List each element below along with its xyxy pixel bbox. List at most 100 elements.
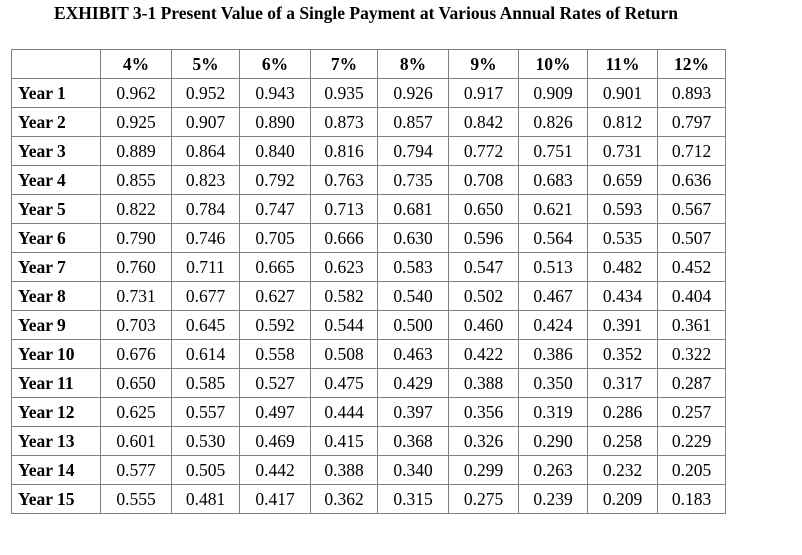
- present-value-cell: 0.621: [518, 194, 588, 224]
- present-value-cell: 0.535: [587, 223, 658, 253]
- present-value-cell: 0.275: [448, 484, 519, 514]
- present-value-cell: 0.601: [100, 426, 172, 456]
- present-value-cell: 0.460: [448, 310, 519, 340]
- present-value-cell: 0.816: [310, 136, 378, 166]
- table-row: Year 6 0.790 0.746 0.705 0.666 0.630 0.596 0.56…: [11, 223, 726, 253]
- present-value-cell: 0.442: [239, 455, 311, 485]
- present-value-cell: 0.502: [448, 281, 519, 311]
- present-value-table: 4% 5% 6% 7% 8% 9% 10% 11% 12% Year 1 0.962 0.952 0.…: [11, 49, 726, 514]
- year-label: Year 8: [11, 281, 101, 311]
- year-label: Year 5: [11, 194, 101, 224]
- table-row: Year 2 0.925 0.907 0.890 0.873 0.857 0.842 0.82…: [11, 107, 726, 137]
- table-row: Year 4 0.855 0.823 0.792 0.763 0.735 0.708 0.68…: [11, 165, 726, 195]
- corner-cell: [11, 49, 101, 79]
- present-value-cell: 0.708: [448, 165, 519, 195]
- rate-column-header: 9%: [448, 49, 519, 79]
- present-value-cell: 0.322: [657, 339, 726, 369]
- present-value-cell: 0.794: [377, 136, 449, 166]
- table-row: Year 13 0.601 0.530 0.469 0.415 0.368 0.326 0.2…: [11, 426, 726, 456]
- present-value-cell: 0.317: [587, 368, 658, 398]
- rate-column-header: 5%: [171, 49, 240, 79]
- present-value-cell: 0.935: [310, 78, 378, 108]
- present-value-cell: 0.229: [657, 426, 726, 456]
- present-value-cell: 0.596: [448, 223, 519, 253]
- present-value-cell: 0.352: [587, 339, 658, 369]
- present-value-cell: 0.513: [518, 252, 588, 282]
- rate-column-header: 12%: [657, 49, 726, 79]
- rate-column-header: 11%: [587, 49, 658, 79]
- year-label: Year 2: [11, 107, 101, 137]
- present-value-cell: 0.943: [239, 78, 311, 108]
- present-value-cell: 0.909: [518, 78, 588, 108]
- present-value-cell: 0.917: [448, 78, 519, 108]
- year-label: Year 15: [11, 484, 101, 514]
- present-value-cell: 0.452: [657, 252, 726, 282]
- present-value-cell: 0.760: [100, 252, 172, 282]
- present-value-cell: 0.530: [171, 426, 240, 456]
- present-value-cell: 0.417: [239, 484, 311, 514]
- present-value-cell: 0.901: [587, 78, 658, 108]
- present-value-cell: 0.290: [518, 426, 588, 456]
- present-value-cell: 0.676: [100, 339, 172, 369]
- present-value-cell: 0.842: [448, 107, 519, 137]
- exhibit-title: EXHIBIT 3-1 Present Value of a Single Pa…: [53, 3, 679, 23]
- present-value-cell: 0.962: [100, 78, 172, 108]
- present-value-cell: 0.585: [171, 368, 240, 398]
- present-value-cell: 0.840: [239, 136, 311, 166]
- present-value-cell: 0.287: [657, 368, 726, 398]
- year-label: Year 11: [11, 368, 101, 398]
- present-value-cell: 0.784: [171, 194, 240, 224]
- present-value-cell: 0.625: [100, 397, 172, 427]
- present-value-cell: 0.926: [377, 78, 449, 108]
- present-value-cell: 0.299: [448, 455, 519, 485]
- year-label: Year 4: [11, 165, 101, 195]
- present-value-cell: 0.763: [310, 165, 378, 195]
- present-value-cell: 0.558: [239, 339, 311, 369]
- present-value-cell: 0.683: [518, 165, 588, 195]
- present-value-cell: 0.505: [171, 455, 240, 485]
- table-row: Year 9 0.703 0.645 0.592 0.544 0.500 0.460 0.42…: [11, 310, 726, 340]
- present-value-cell: 0.925: [100, 107, 172, 137]
- present-value-cell: 0.507: [657, 223, 726, 253]
- present-value-cell: 0.469: [239, 426, 311, 456]
- present-value-cell: 0.257: [657, 397, 726, 427]
- year-label: Year 13: [11, 426, 101, 456]
- present-value-cell: 0.356: [448, 397, 519, 427]
- present-value-cell: 0.703: [100, 310, 172, 340]
- table-row: Year 14 0.577 0.505 0.442 0.388 0.340 0.299 0.2…: [11, 455, 726, 485]
- present-value-cell: 0.232: [587, 455, 658, 485]
- year-label: Year 7: [11, 252, 101, 282]
- present-value-cell: 0.368: [377, 426, 449, 456]
- present-value-cell: 0.681: [377, 194, 449, 224]
- rate-column-header: 10%: [518, 49, 588, 79]
- present-value-cell: 0.544: [310, 310, 378, 340]
- present-value-cell: 0.907: [171, 107, 240, 137]
- present-value-cell: 0.583: [377, 252, 449, 282]
- present-value-cell: 0.790: [100, 223, 172, 253]
- present-value-cell: 0.711: [171, 252, 240, 282]
- present-value-cell: 0.772: [448, 136, 519, 166]
- present-value-cell: 0.239: [518, 484, 588, 514]
- present-value-cell: 0.463: [377, 339, 449, 369]
- rate-column-header: 4%: [100, 49, 172, 79]
- present-value-cell: 0.482: [587, 252, 658, 282]
- year-label: Year 1: [11, 78, 101, 108]
- present-value-cell: 0.209: [587, 484, 658, 514]
- present-value-cell: 0.650: [448, 194, 519, 224]
- present-value-cell: 0.797: [657, 107, 726, 137]
- present-value-cell: 0.864: [171, 136, 240, 166]
- table-row: Year 5 0.822 0.784 0.747 0.713 0.681 0.650 0.62…: [11, 194, 726, 224]
- present-value-cell: 0.315: [377, 484, 449, 514]
- present-value-cell: 0.582: [310, 281, 378, 311]
- year-label: Year 10: [11, 339, 101, 369]
- present-value-cell: 0.555: [100, 484, 172, 514]
- present-value-cell: 0.397: [377, 397, 449, 427]
- present-value-cell: 0.746: [171, 223, 240, 253]
- rate-column-header: 7%: [310, 49, 378, 79]
- present-value-cell: 0.429: [377, 368, 449, 398]
- present-value-cell: 0.826: [518, 107, 588, 137]
- present-value-cell: 0.481: [171, 484, 240, 514]
- rate-column-header: 6%: [239, 49, 311, 79]
- present-value-cell: 0.340: [377, 455, 449, 485]
- rate-column-header: 8%: [377, 49, 449, 79]
